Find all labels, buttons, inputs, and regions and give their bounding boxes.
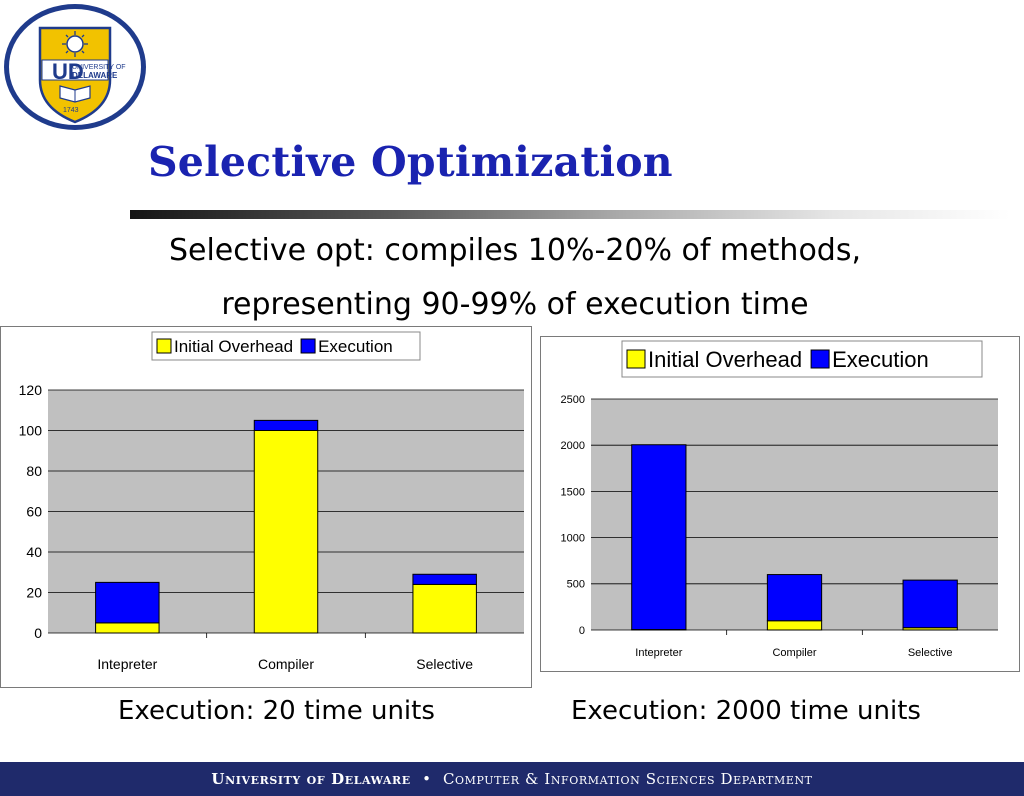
right-bar-overhead [766,620,823,631]
footer-separator: • [422,770,432,788]
university-logo: UD UNIVERSITY OF DELAWARE 1743 [4,4,146,130]
logo-year: 1743 [63,107,79,114]
right-bar-execution [631,444,687,631]
slide-title: Selective Optimization [148,138,673,186]
right-y-tick-label: 2500 [561,394,585,406]
right-y-tick-label: 2000 [561,440,585,452]
left-y-tick-label: 40 [26,544,42,560]
left-y-tick-label: 120 [19,382,43,398]
subtitle-line-1: Selective opt: compiles 10%-20% of metho… [168,233,862,268]
right-y-tick-label: 0 [579,625,585,637]
left-y-tick-label: 80 [26,463,42,479]
left-y-tick-label: 0 [34,625,42,641]
footer-university: University of Delaware [211,770,411,788]
right-y-tick-label: 1500 [561,486,585,498]
left-legend-label: Execution [318,337,393,356]
left-legend-swatch [156,338,172,354]
left-y-tick-label: 60 [26,503,42,519]
left-bar-overhead [95,622,160,634]
chart-left: 0 20 40 60 80 100 120 Intepreter Compiler Selecti… [19,331,524,672]
left-legend-label: Initial Overhead [174,337,293,356]
footer-department: Computer & Information Sciences Departme… [442,770,813,788]
right-x-tick-label: Selective [908,647,953,659]
slide-subtitle: Selective opt: compiles 10%-20% of metho… [60,224,970,332]
left-x-tick-label: Compiler [258,656,314,672]
right-bar-execution [766,574,823,622]
chart-right: 0 500 1000 1500 2000 2500 Intepreter Compiler Se… [561,340,998,659]
left-y-tick-label: 20 [26,584,42,600]
logo-monogram: UD [52,59,84,84]
right-legend-swatch [810,349,830,369]
right-y-tick-label: 500 [567,579,585,591]
caption-left: Execution: 20 time units [118,696,435,726]
right-legend [621,340,983,378]
left-bar-execution [95,581,160,624]
title-divider [130,210,1010,219]
right-bar-execution [902,579,958,629]
left-bar-execution [253,419,319,431]
right-y-tick-label: 1000 [561,532,585,544]
right-legend-label: Execution [832,347,929,372]
left-y-tick-label: 100 [19,422,43,438]
left-bar-execution [412,573,477,585]
chart-left-panel: 0 20 40 60 80 100 120 Intepreter Compiler Selecti… [0,326,532,688]
right-x-tick-label: Compiler [772,647,816,659]
right-legend-label: Initial Overhead [648,347,802,372]
left-bar-overhead [412,583,477,634]
left-legend [151,331,421,361]
logo-text-line2: DELAWARE [72,71,118,80]
left-x-tick-label: Selective [416,656,473,672]
left-bar-overhead [253,430,319,634]
right-legend-swatch [626,349,646,369]
right-x-tick-label: Intepreter [635,647,682,659]
footer-bar: University of Delaware • Computer & Info… [0,762,1024,796]
left-x-tick-label: Intepreter [97,656,157,672]
subtitle-line-2: representing 90-99% of execution time [221,287,809,322]
left-legend-swatch [300,338,316,354]
logo-text-line1: UNIVERSITY OF [72,64,126,71]
chart-right-panel: 0 500 1000 1500 2000 2500 Intepreter Compiler Se… [540,336,1020,672]
caption-right: Execution: 2000 time units [571,696,921,726]
